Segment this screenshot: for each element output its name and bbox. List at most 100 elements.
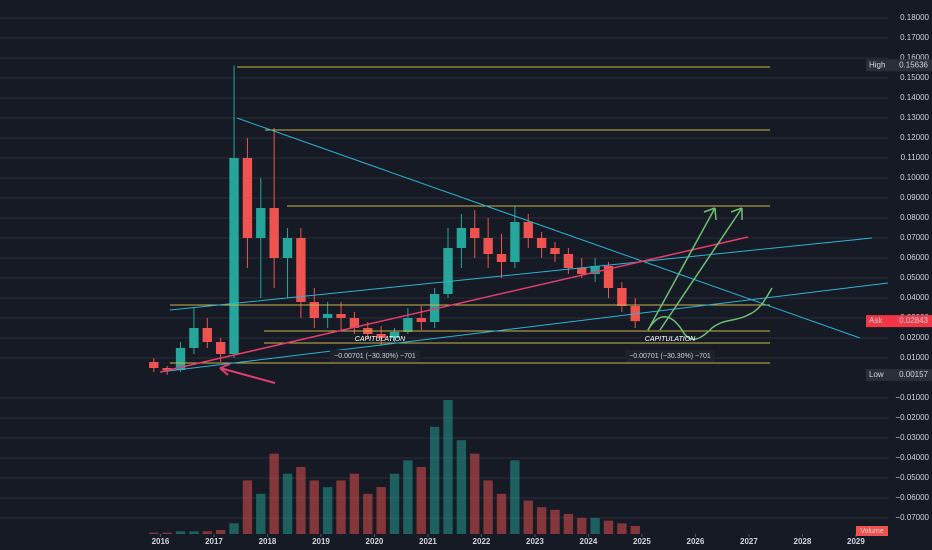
volume-bar	[256, 493, 266, 534]
price-tag-name: High	[869, 60, 885, 69]
candle-body	[590, 266, 600, 274]
candle-body	[202, 328, 212, 342]
volume-bar	[617, 523, 627, 534]
volume-bar	[429, 426, 440, 534]
price-tag	[866, 59, 932, 72]
candle-body	[322, 314, 333, 318]
price-tag-value: 0.15636	[899, 60, 928, 69]
volume-bar	[282, 473, 293, 534]
volume-bar	[563, 513, 574, 534]
x-tick-label: 2028	[794, 537, 812, 546]
candle-body	[256, 208, 266, 238]
volume-bar	[202, 531, 212, 534]
y-tick-label: 0.14000	[900, 93, 929, 102]
candle-body	[269, 208, 279, 258]
drawings	[159, 66, 889, 384]
y-tick-label: 0.15000	[900, 73, 929, 82]
price-tag-name: Ask	[869, 316, 883, 325]
price-tag-name: Low	[869, 370, 884, 379]
candle-body	[149, 362, 159, 368]
y-tick-label: −0.04000	[895, 453, 929, 462]
volume-bar	[590, 517, 600, 534]
volume-bar	[149, 532, 159, 534]
candle-body	[376, 334, 386, 338]
volume-bar	[403, 460, 413, 534]
price-tag-value: 0.02843	[899, 316, 928, 325]
x-tick-label: 2024	[580, 537, 598, 546]
volume-bar	[523, 500, 533, 534]
x-tick-label: 2017	[205, 537, 223, 546]
x-tick-label: 2018	[259, 537, 277, 546]
volume-bar	[296, 467, 306, 534]
trend-line	[159, 236, 749, 373]
price-tag-value: 0.00157	[899, 370, 928, 379]
x-tick-label: 2020	[366, 537, 384, 546]
y-tick-label: −0.01000	[895, 393, 929, 402]
y-tick-label: 0.10000	[900, 173, 929, 182]
y-tick-label: 0.11000	[901, 153, 930, 162]
candle-body	[229, 158, 239, 354]
volume-pane	[149, 400, 640, 534]
candle-body	[510, 222, 520, 262]
candles	[149, 65, 640, 375]
candle-body	[189, 328, 199, 348]
volume-bar	[470, 453, 480, 534]
candle-body	[349, 318, 360, 328]
y-tick-label: 0.16000	[900, 53, 929, 62]
candle-body	[429, 294, 440, 322]
candle-body	[563, 254, 574, 268]
candle-body	[456, 228, 467, 248]
x-tick-label: 2023	[526, 537, 544, 546]
volume-bar	[309, 480, 319, 534]
candle-body	[443, 248, 453, 294]
candle-body	[617, 288, 627, 306]
price-tag	[866, 368, 932, 381]
candle-body	[175, 348, 186, 370]
volume-bar	[322, 487, 333, 534]
y-tick-label: 0.06000	[900, 253, 929, 262]
x-tick-label: 2019	[312, 537, 330, 546]
candle-body	[536, 238, 547, 248]
candle-body	[389, 332, 400, 338]
volume-bar	[175, 531, 186, 534]
volume-bar	[550, 509, 560, 534]
candle-body	[336, 314, 346, 318]
candle-body	[603, 266, 614, 288]
volume-bar	[215, 529, 226, 534]
price-tag	[866, 315, 932, 328]
candle-body	[470, 228, 480, 238]
volume-bar	[483, 480, 493, 534]
candle-body	[496, 254, 507, 262]
y-tick-label: 0.08000	[900, 213, 929, 222]
volume-bar	[162, 532, 172, 534]
y-tick-label: −0.03000	[895, 433, 929, 442]
measure-box	[330, 350, 420, 362]
y-tick-label: −0.02000	[895, 413, 929, 422]
volume-bar	[189, 531, 199, 534]
arrow	[659, 207, 743, 331]
volume-bar	[389, 473, 400, 534]
volume-bar	[577, 517, 587, 534]
candle-body	[282, 238, 293, 258]
y-tick-label: 0.13000	[900, 113, 929, 122]
candle-body	[296, 238, 306, 302]
measure-box	[625, 350, 715, 362]
candle-body	[242, 158, 253, 238]
candle-body	[483, 238, 493, 254]
candle-body	[523, 222, 533, 238]
y-tick-label: 0.01000	[900, 353, 929, 362]
candle-body	[416, 318, 426, 322]
trend-line	[236, 117, 861, 339]
x-tick-label: 2016	[152, 537, 170, 546]
volume-bar	[536, 507, 547, 534]
volume-bar	[363, 493, 373, 534]
volume-bar	[229, 523, 239, 534]
arrow	[647, 207, 717, 331]
y-tick-label: 0.17000	[900, 33, 929, 42]
price-axis	[888, 0, 932, 550]
candle-body	[577, 268, 587, 274]
volume-bar	[242, 480, 253, 534]
annotation: CAPITULATION	[645, 336, 696, 343]
x-tick-label: 2026	[687, 537, 705, 546]
volume-tag-label: Volume	[860, 528, 883, 535]
